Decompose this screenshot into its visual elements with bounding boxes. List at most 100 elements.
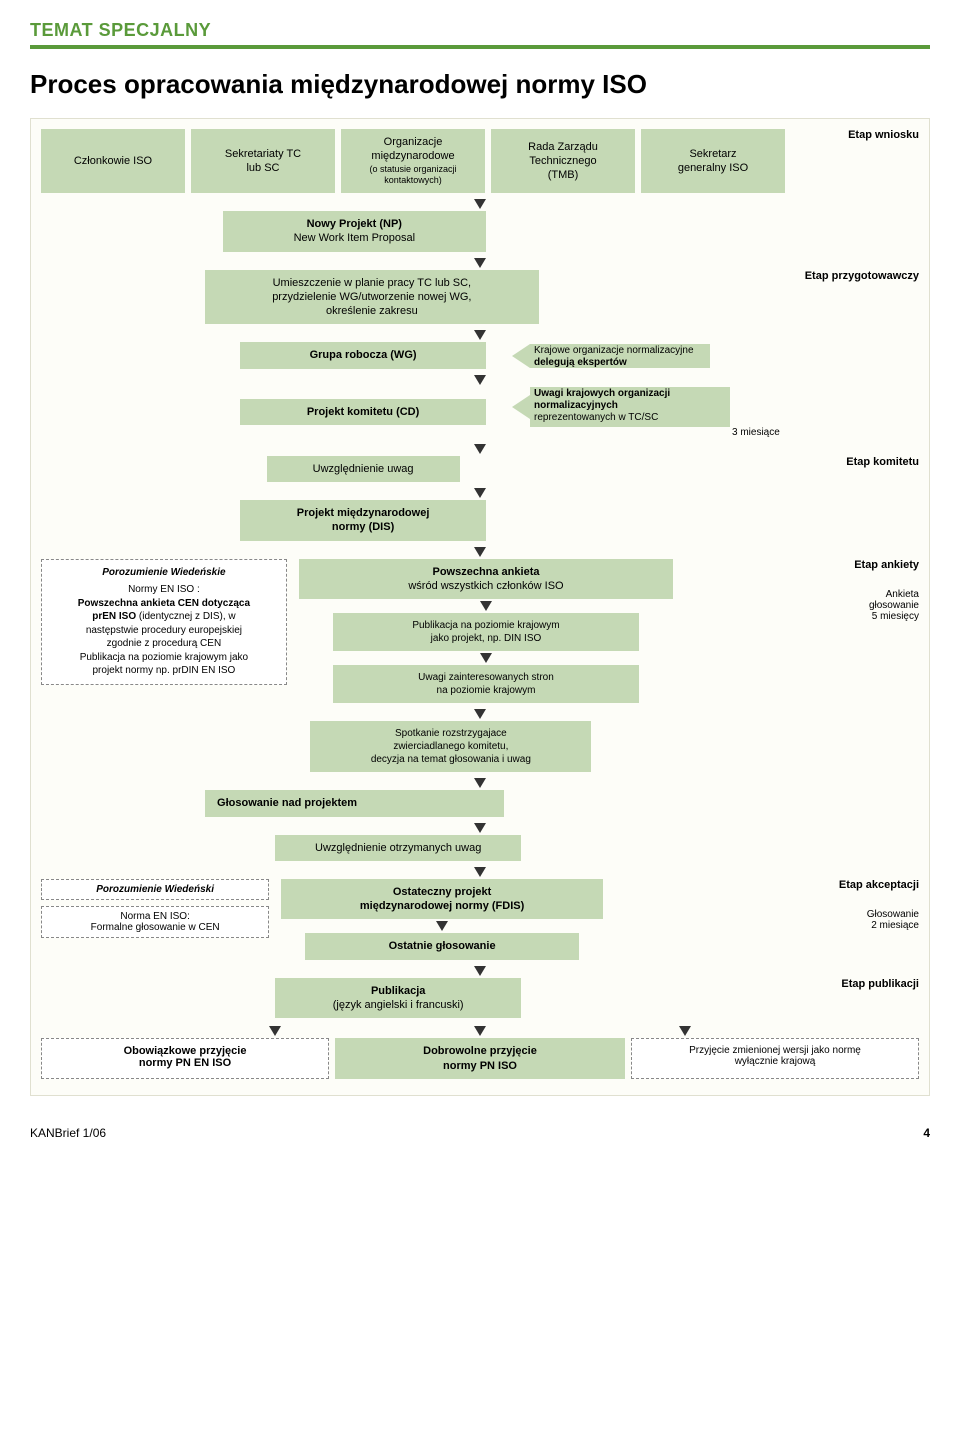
- arrow-icon: [474, 199, 486, 209]
- t: Porozumienie Wiedeńskie: [48, 566, 280, 580]
- header-col1: Członkowie ISO: [41, 129, 185, 193]
- ankieta-box: Powszechna ankieta wśród wszystkich czło…: [299, 559, 673, 600]
- t: jako projekt, np. DIN ISO: [341, 632, 631, 645]
- dis-box: Projekt międzynarodowej normy (DIS): [240, 500, 486, 541]
- footer-left: KANBrief 1/06: [30, 1126, 106, 1140]
- t: międzynarodowej normy (FDIS): [289, 899, 595, 913]
- t: Etap akceptacji: [615, 879, 919, 891]
- uwag-box: Uwzględnienie uwag: [267, 456, 460, 482]
- t: Nowy Projekt (NP): [231, 217, 478, 231]
- remarks-box: Uwagi zainteresowanych stron na poziomie…: [333, 665, 639, 703]
- t: normy (DIS): [248, 520, 478, 534]
- t: decyzja na temat głosowania i uwag: [318, 753, 583, 766]
- flowchart: Członkowie ISO Sekretariaty TC lub SC Or…: [30, 118, 930, 1096]
- t: zwierciadlanego komitetu,: [318, 740, 583, 753]
- t: lub SC: [199, 161, 327, 175]
- vote-project-box: Głosowanie nad projektem: [205, 790, 504, 816]
- t: Głosowanie: [615, 909, 919, 920]
- t: prEN ISO: [92, 611, 136, 622]
- t: generalny ISO: [649, 161, 777, 175]
- arrow-icon: [474, 258, 486, 268]
- t: Spotkanie rozstrzygajace: [318, 727, 583, 740]
- arrow-icon: [474, 867, 486, 877]
- arrow-icon: [474, 330, 486, 340]
- t: Ankieta: [685, 589, 919, 600]
- t: (TMB): [499, 168, 627, 182]
- t: 2 miesiące: [615, 920, 919, 931]
- arrow-icon: [269, 1026, 281, 1036]
- vienna-box-1: Porozumienie Wiedeńskie Normy EN ISO : P…: [41, 559, 287, 685]
- arrow-icon: [679, 1026, 691, 1036]
- header-col5: Sekretarz generalny ISO: [641, 129, 785, 193]
- arrow-body: Uwagi krajowych organizacji normalizacyj…: [530, 387, 730, 427]
- t: delegują ekspertów: [534, 357, 627, 368]
- np-box: Nowy Projekt (NP) New Work Item Proposal: [223, 211, 486, 252]
- meeting-box: Spotkanie rozstrzygajace zwierciadlanego…: [310, 721, 591, 772]
- t: Sekretariaty TC: [199, 147, 327, 161]
- t: głosowanie: [685, 600, 919, 611]
- t: Ostateczny projekt: [289, 885, 595, 899]
- stage-komitetu: Etap komitetu: [466, 456, 919, 482]
- uwag2-box: Uwzględnienie otrzymanych uwag: [275, 835, 521, 861]
- arrow-icon: [474, 709, 486, 719]
- t: reprezentowanych w TC/SC: [534, 412, 658, 423]
- adopt-mandatory-box: Obowiązkowe przyjęcie normy PN EN ISO: [41, 1038, 329, 1079]
- cd-box: Projekt komitetu (CD): [240, 399, 486, 425]
- t: Uwagi zainteresowanych stron: [341, 671, 631, 684]
- t: Publikacja: [283, 984, 513, 998]
- arrow-icon: [480, 653, 492, 663]
- arrow-icon: [474, 488, 486, 498]
- placement-box: Umieszczenie w planie pracy TC lub SC, p…: [205, 270, 539, 325]
- arrow-body: Krajowe organizacje normalizacyjne deleg…: [530, 344, 710, 368]
- arrow-icon: [474, 547, 486, 557]
- t: Umieszczenie w planie pracy TC lub SC,: [213, 276, 531, 290]
- section-title: TEMAT SPECJALNY: [30, 20, 930, 41]
- t: 5 miesięcy: [685, 611, 919, 622]
- header-col3: Organizacje międzynarodowe (o statusie o…: [341, 129, 485, 193]
- t: Dobrowolne przyjęcie: [343, 1044, 617, 1058]
- t: Sekretarz: [649, 147, 777, 161]
- t: Technicznego: [499, 154, 627, 168]
- stage-ankiety: Etap ankiety Ankieta głosowanie 5 miesię…: [685, 559, 919, 622]
- page-number: 4: [923, 1126, 930, 1140]
- t: zgodnie z procedurą CEN: [48, 637, 280, 651]
- adopt-national-box: Przyjęcie zmienionej wersji jako normę w…: [631, 1038, 919, 1079]
- main-title: Proces opracowania międzynarodowej normy…: [30, 69, 930, 100]
- arrow-icon: [474, 375, 486, 385]
- vienna-box-2b: Norma EN ISO: Formalne głosowanie w CEN: [41, 906, 269, 938]
- t: Norma EN ISO:: [46, 911, 264, 922]
- title-rule: [30, 45, 930, 49]
- arrow-left-icon: [512, 344, 530, 368]
- last-vote-box: Ostatnie głosowanie: [305, 933, 579, 959]
- t: na poziomie krajowym: [341, 684, 631, 697]
- t: Powszechna ankieta CEN dotycząca: [78, 598, 250, 609]
- t: Przyjęcie zmienionej wersji jako normę: [689, 1045, 861, 1056]
- t: normalizacyjnych: [534, 400, 618, 411]
- arrow-icon: [474, 778, 486, 788]
- t: Publikacja na poziomie krajowym: [341, 619, 631, 632]
- t: Publikacja na poziomie krajowym jako: [48, 651, 280, 665]
- t: wyłącznie krajową: [735, 1056, 816, 1067]
- arrow-icon: [474, 444, 486, 454]
- pub-box: Publikacja na poziomie krajowym jako pro…: [333, 613, 639, 651]
- arrow-icon: [474, 1026, 486, 1036]
- t: przydzielenie WG/utworzenie nowej WG,: [213, 290, 531, 304]
- t: (język angielski i francuski): [283, 998, 513, 1012]
- t: normy PN ISO: [343, 1059, 617, 1073]
- t: następstwie procedury europejskiej: [48, 624, 280, 638]
- vienna-box-2t: Porozumienie Wiedeński: [41, 879, 269, 900]
- t: międzynarodowe: [349, 149, 477, 163]
- t: Uwagi krajowych organizacji: [534, 388, 670, 399]
- t: normy PN EN ISO: [139, 1057, 231, 1069]
- t: Powszechna ankieta: [307, 565, 665, 579]
- arrow-icon: [436, 921, 448, 931]
- arrow-icon: [474, 966, 486, 976]
- t: określenie zakresu: [213, 304, 531, 318]
- t: Krajowe organizacje normalizacyjne: [534, 345, 694, 356]
- t: Rada Zarządu: [499, 140, 627, 154]
- header-col2: Sekretariaty TC lub SC: [191, 129, 335, 193]
- arrow-icon: [474, 823, 486, 833]
- adopt-voluntary-box: Dobrowolne przyjęcie normy PN ISO: [335, 1038, 625, 1079]
- t: wśród wszystkich członków ISO: [307, 579, 665, 593]
- header-col4: Rada Zarządu Technicznego (TMB): [491, 129, 635, 193]
